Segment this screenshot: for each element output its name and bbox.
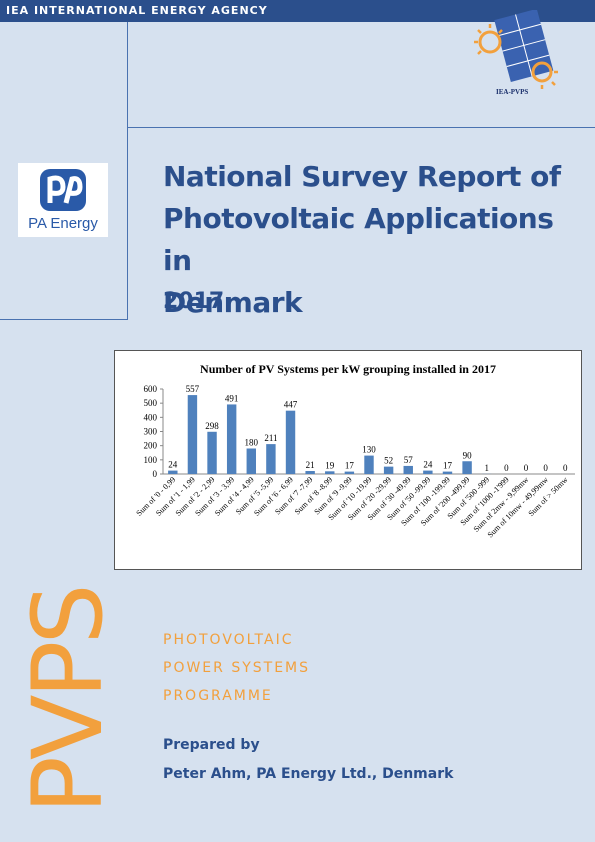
data-label: 447 [284, 400, 298, 410]
data-label: 90 [463, 450, 473, 460]
pv-systems-chart: Number of PV Systems per kW grouping ins… [114, 350, 582, 570]
pa-energy-name: PA Energy [28, 215, 98, 232]
bar [364, 455, 374, 474]
bar [187, 395, 198, 474]
data-label: 0 [504, 463, 509, 473]
bar [266, 444, 276, 474]
chart-title: Number of PV Systems per kW grouping ins… [200, 362, 496, 376]
title-line-1: National Survey Report of [163, 160, 561, 193]
prepared-author: Peter Ahm, PA Energy Ltd., Denmark [163, 766, 454, 782]
data-label: 19 [325, 460, 335, 470]
programme-line-3: PROGRAMME [163, 688, 273, 704]
pvps-vertical-mark: PVPS [23, 588, 113, 814]
data-label: 21 [306, 460, 315, 470]
data-label: 491 [225, 393, 239, 403]
bar [226, 404, 237, 474]
data-label: 130 [362, 445, 376, 455]
iea-logo-caption: IEA-PVPS [496, 88, 529, 96]
divider-horizontal-left [0, 319, 128, 320]
bar [462, 461, 472, 474]
prepared-by-block: Prepared by Peter Ahm, PA Energy Ltd., D… [163, 731, 453, 789]
data-label: 57 [404, 455, 414, 465]
report-title: National Survey Report of Photovoltaic A… [163, 156, 583, 324]
data-label: 17 [345, 461, 355, 471]
data-label: 17 [443, 461, 453, 471]
bar [246, 448, 256, 474]
bar [305, 471, 315, 474]
bar [344, 471, 355, 474]
title-line-2: Photovoltaic Applications in [163, 202, 554, 277]
title-line-3: Denmark [163, 286, 303, 319]
y-tick-label: 500 [144, 398, 158, 408]
header-bar: IEA INTERNATIONAL ENERGY AGENCY [0, 0, 595, 22]
pvps-mark-text: PVPS [23, 588, 113, 814]
pa-energy-logo: PA Energy [18, 163, 108, 237]
bar [403, 465, 413, 474]
data-label: 298 [205, 421, 219, 431]
programme-block: PHOTOVOLTAIC POWER SYSTEMS PROGRAMME [163, 626, 310, 710]
bar [285, 410, 296, 474]
y-tick-label: 100 [144, 455, 158, 465]
y-tick-label: 0 [153, 469, 158, 479]
data-label: 180 [245, 438, 259, 448]
programme-line-1: PHOTOVOLTAIC [163, 632, 294, 648]
y-tick-label: 200 [144, 441, 158, 451]
divider-vertical [127, 22, 128, 319]
data-label: 0 [563, 463, 568, 473]
y-tick-label: 400 [144, 412, 158, 422]
chart-canvas: Number of PV Systems per kW grouping ins… [134, 362, 575, 539]
data-label: 24 [423, 460, 433, 470]
report-year: 2017 [163, 289, 225, 314]
data-label: 557 [186, 384, 200, 394]
agency-name: IEA INTERNATIONAL ENERGY AGENCY [6, 4, 268, 17]
bar [207, 431, 217, 474]
bar [383, 466, 394, 474]
data-label: 211 [264, 433, 277, 443]
iea-pvps-logo [474, 10, 558, 89]
divider-horizontal [127, 127, 595, 128]
data-label: 0 [543, 463, 548, 473]
programme-line-2: POWER SYSTEMS [163, 660, 311, 676]
bar [168, 470, 178, 474]
data-label: 52 [384, 456, 393, 466]
data-label: 24 [168, 460, 178, 470]
bar [442, 471, 453, 474]
y-tick-label: 300 [144, 427, 158, 437]
bar [423, 470, 433, 474]
pa-energy-emblem [40, 169, 86, 211]
y-tick-label: 600 [144, 384, 158, 394]
data-label: 0 [524, 463, 529, 473]
prepared-label: Prepared by [163, 737, 260, 753]
data-label: 1 [484, 463, 489, 473]
bar [325, 471, 335, 474]
